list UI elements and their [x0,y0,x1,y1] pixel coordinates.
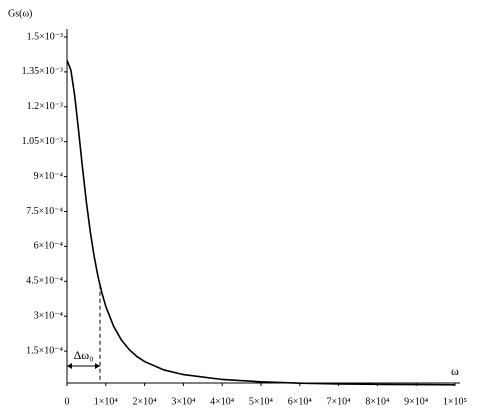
x-tick-label: 3×10⁴ [171,396,196,407]
y-tick-label: 1.5×10⁻⁴ [26,345,63,356]
x-tick-label: 0 [65,396,70,407]
x-tick-label: 1×10⁵ [443,396,467,407]
x-tick-label: 2×10⁴ [133,396,158,407]
y-axis-title: Gs(ω) [8,8,32,19]
x-tick-label: 9×10⁴ [404,396,429,407]
y-tick-label: 9×10⁻⁴ [34,171,64,182]
y-tick-label: 1.5×10⁻³ [27,31,63,42]
y-tick-label: 6×10⁻⁴ [34,241,64,252]
x-tick-label: 6×10⁴ [288,396,313,407]
curve [66,59,456,386]
x-axis-title: ω [451,364,459,378]
y-tick-label: 1.2×10⁻³ [27,101,63,112]
x-tick-label: 1×10⁴ [94,396,119,407]
y-tick-label: 4.5×10⁻⁴ [26,276,63,287]
x-tick-label: 5×10⁴ [249,396,274,407]
x-tick-label: 4×10⁴ [210,396,235,407]
y-tick-label: 1.35×10⁻³ [22,66,63,77]
x-tick-label: 7×10⁴ [327,396,352,407]
annotation-label: Δω₀ [74,348,94,362]
x-tick-label: 8×10⁴ [365,396,390,407]
y-tick-label: 7.5×10⁻⁴ [26,206,63,217]
y-tick-label: 1.05×10⁻³ [22,136,63,147]
y-tick-label: 3×10⁻⁴ [34,310,64,321]
